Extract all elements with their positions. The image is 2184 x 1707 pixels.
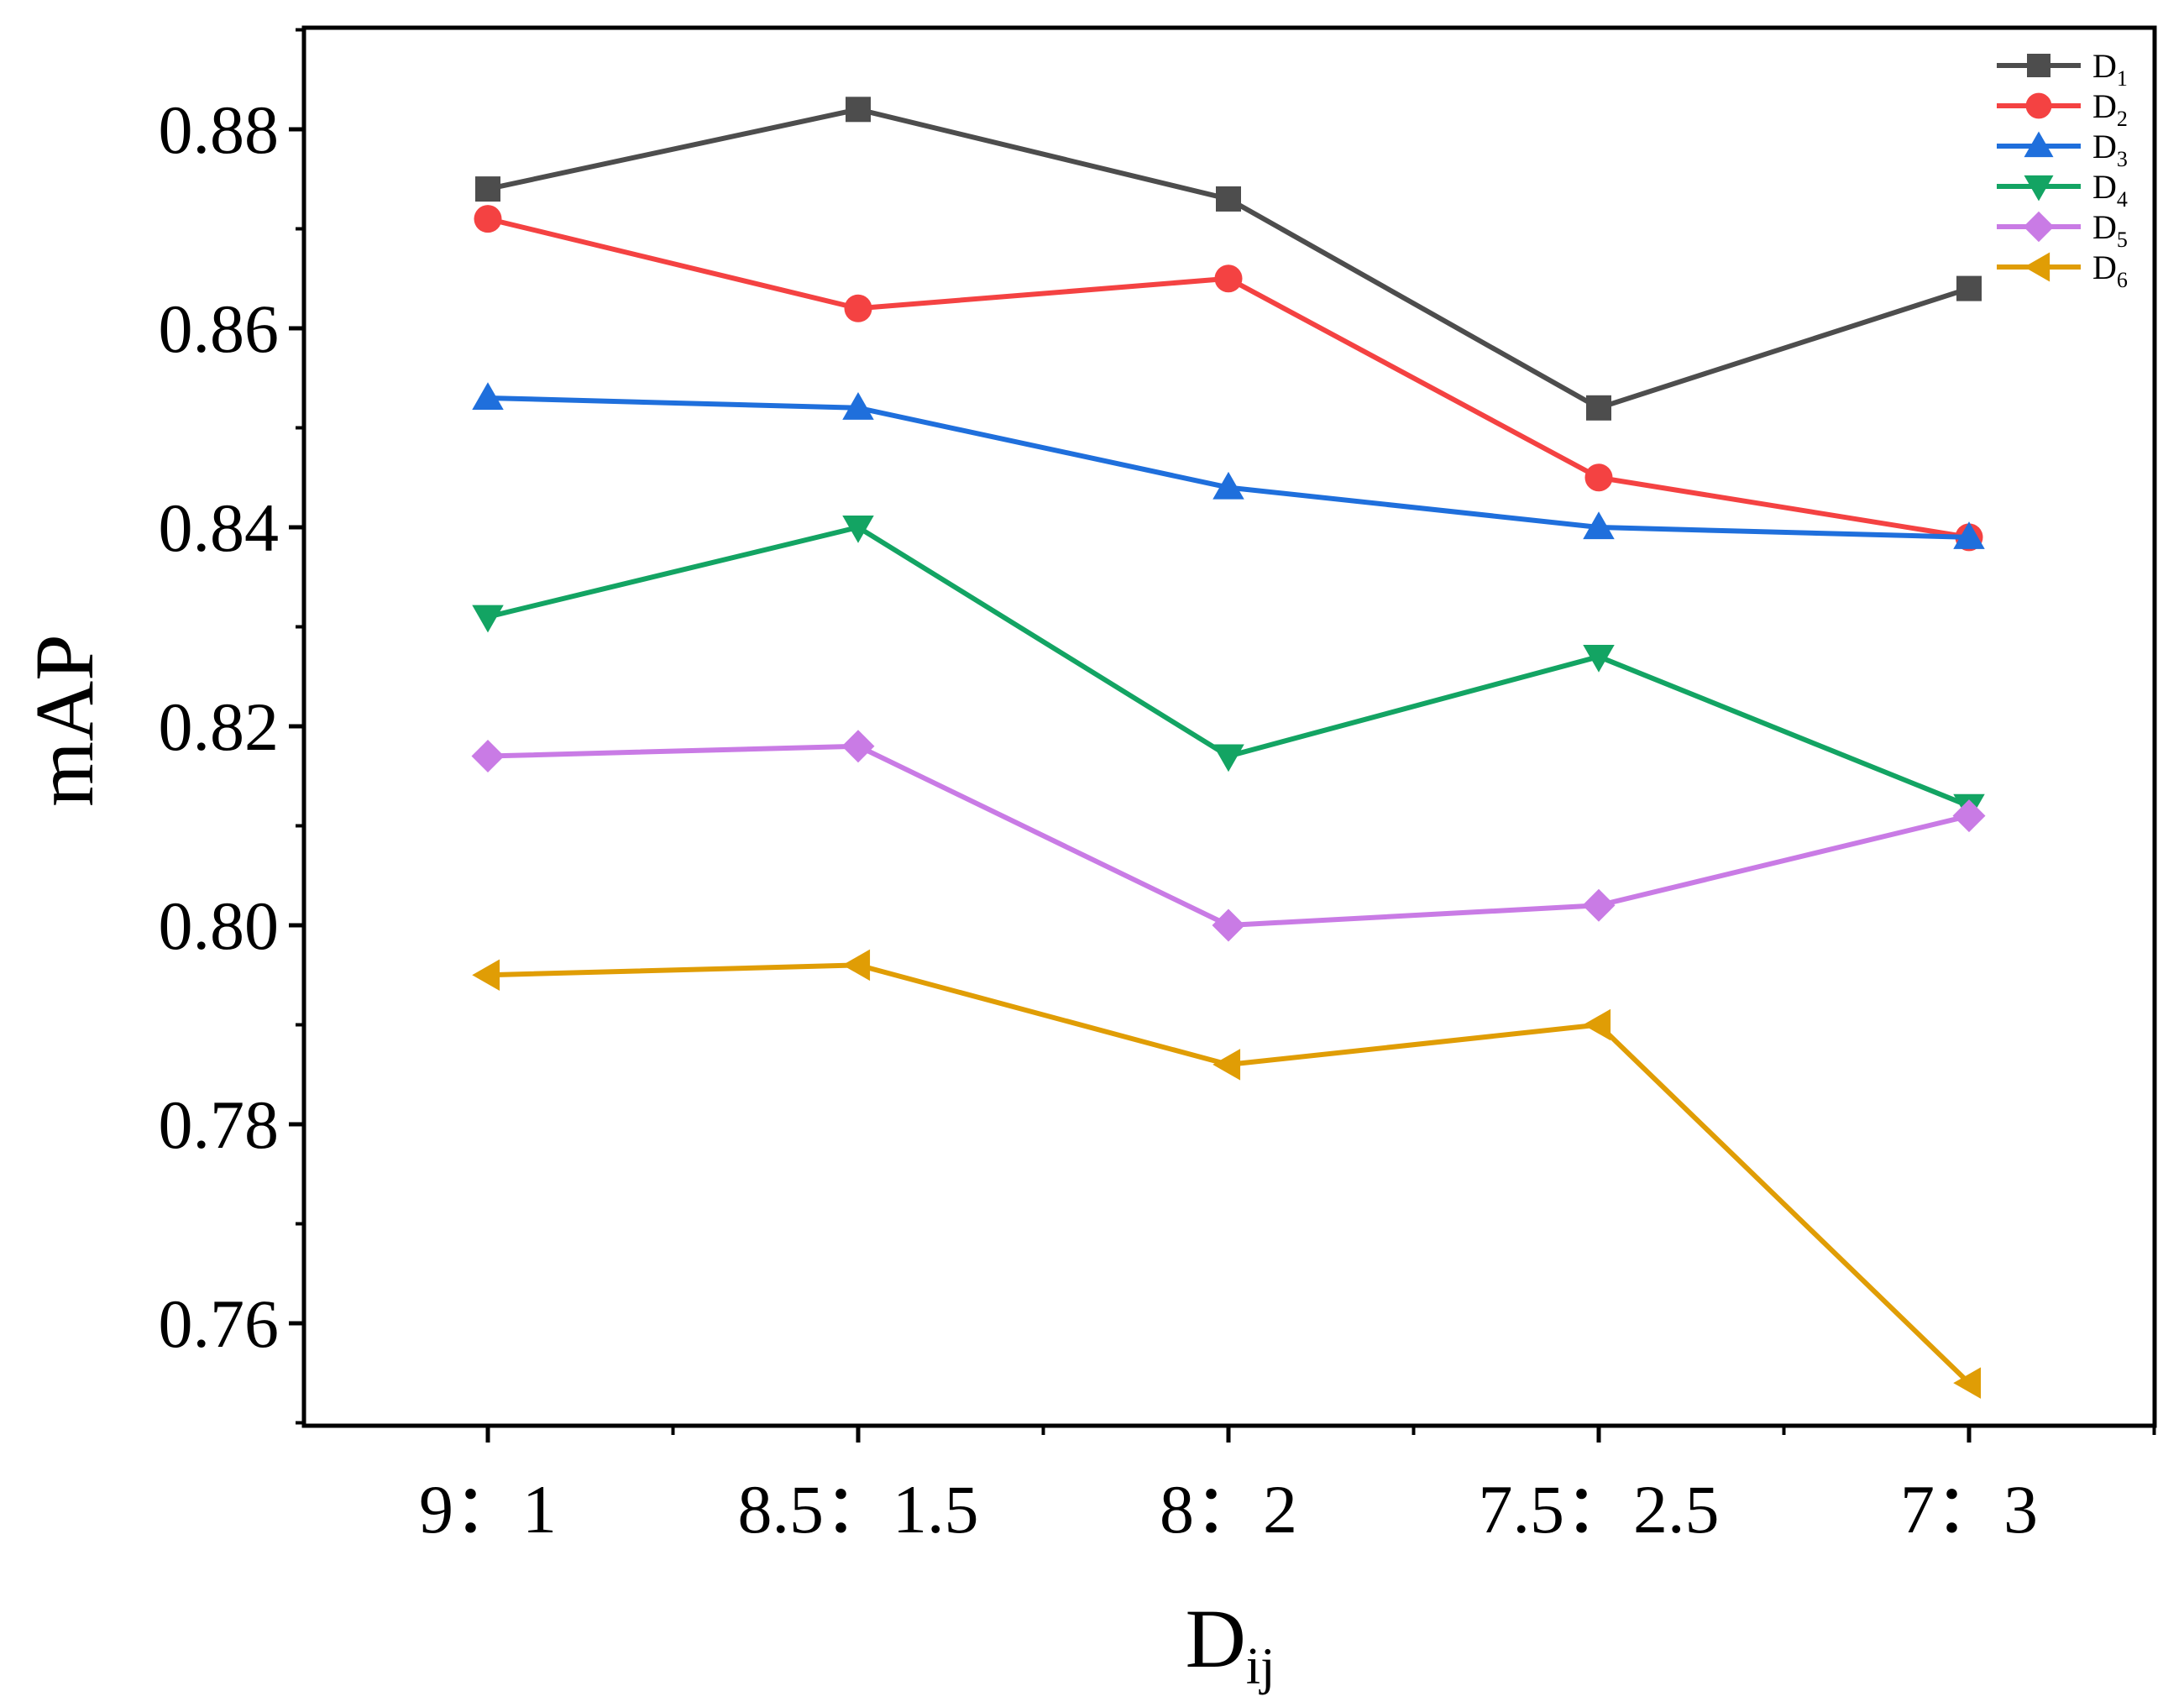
legend-label-main: D [2092,47,2117,85]
x-axis-title: Dij [1186,1592,1275,1695]
x-tick-label: 7.5：2.5 [1479,1471,1720,1547]
data-point [1212,908,1245,942]
data-point [1956,275,1982,301]
legend-marker [2023,211,2055,243]
data-point [475,176,500,202]
series-d3 [472,382,1985,549]
legend-label-subscript: 3 [2117,147,2128,171]
legend-label-main: D [2092,128,2117,165]
x-axis: 9：1 8.5：1.5 8：2 7.5：2.5 7：3 [419,1426,2156,1547]
data-point [472,959,500,991]
legend-label: D5 [2092,208,2128,252]
data-point [1583,1008,1611,1041]
x-tick-label: 9：1 [419,1471,557,1547]
legend-label: D2 [2092,87,2128,131]
legend-label: D4 [2092,168,2128,212]
data-point [1953,1367,1982,1399]
data-point [1214,264,1243,293]
data-point [842,949,871,982]
data-point [472,382,504,411]
legend-label-main: D [2092,168,2117,206]
series-d2 [474,205,1983,552]
data-point [842,515,874,543]
y-tick-label: 0.78 [159,1087,280,1163]
y-tick-label: 0.86 [159,291,280,367]
data-point [1216,186,1241,212]
data-point [1953,521,1985,549]
data-point [471,740,505,773]
x-axis-title-subscript: ij [1246,1638,1275,1695]
legend-label: D1 [2092,47,2128,91]
legend-marker [2024,252,2050,282]
legend-item: D1 [1997,47,2128,91]
series-line [487,743,1970,928]
legend-label-subscript: 1 [2117,66,2128,91]
legend-item: D3 [1997,128,2128,171]
series-d1 [475,97,1982,421]
data-point [841,730,875,763]
y-tick-label: 0.80 [159,888,280,964]
series-d4 [472,515,1985,822]
data-point [1212,744,1244,772]
series-d5 [471,730,1986,942]
data-point [1952,799,1986,833]
data-point [1583,511,1615,540]
legend-label: D6 [2092,249,2128,292]
legend-marker [2025,92,2052,119]
y-tick-label: 0.88 [159,92,280,168]
legend-label-subscript: 5 [2117,228,2128,252]
y-axis: 0.76 0.78 0.80 0.82 0.84 0.86 0.88 [159,28,304,1425]
data-point [846,97,871,123]
data-point [844,294,872,322]
legend-marker [2027,54,2050,77]
data-point [1582,888,1616,922]
data-point [842,392,874,420]
x-tick-label: 7：3 [1900,1471,2038,1547]
data-point [1583,644,1615,673]
data-point [1584,463,1613,492]
legend-label-main: D [2092,87,2117,125]
x-tick-label: 8.5：1.5 [738,1471,979,1547]
legend-label-subscript: 2 [2117,107,2128,131]
y-tick-label: 0.82 [159,689,280,765]
data-point [472,605,504,633]
data-point [474,205,502,233]
series-line [487,395,1970,540]
legend-item: D6 [1997,249,2128,292]
plot-frame [301,25,2157,1428]
legend-marker [2024,131,2054,158]
series-layer [471,97,1986,1399]
legend-label-subscript: 6 [2117,268,2128,292]
legend-item: D5 [1997,208,2128,252]
data-point [1212,1049,1241,1081]
y-axis-title: mAP [18,634,111,807]
series-line [487,107,1970,411]
y-tick-label: 0.84 [159,490,280,566]
series-d6 [472,949,1982,1399]
y-tick-label: 0.76 [159,1285,280,1362]
legend-marker [2024,175,2054,202]
x-axis-title-main: D [1186,1592,1246,1685]
data-point [1212,471,1244,500]
legend-item: D4 [1997,168,2128,212]
x-tick-label: 8：2 [1160,1471,1297,1547]
legend-label: D3 [2092,128,2128,171]
series-line [487,962,1972,1385]
legend-item: D2 [1997,87,2128,131]
legend-label-subscript: 4 [2117,187,2128,212]
legend-label-main: D [2092,208,2117,246]
data-point [1586,395,1611,421]
legend-label-main: D [2092,249,2117,286]
